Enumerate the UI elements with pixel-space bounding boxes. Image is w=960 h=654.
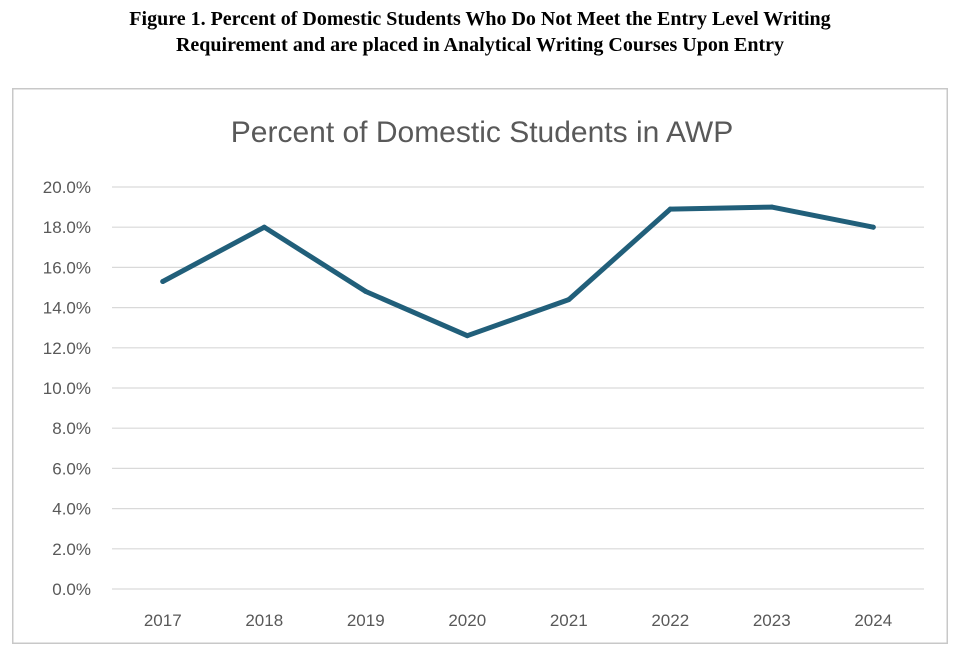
y-tick-label: 0.0% [52, 580, 91, 599]
chart-border [12, 88, 948, 644]
y-tick-label: 4.0% [52, 500, 91, 519]
chart-frame [12, 88, 948, 644]
x-tick-label: 2023 [753, 611, 791, 630]
figure-caption-line-2: Requirement and are placed in Analytical… [175, 34, 784, 56]
chart-title: Percent of Domestic Students in AWP [231, 116, 733, 149]
data-point [769, 204, 775, 210]
x-tick-label: 2022 [651, 611, 689, 630]
y-tick-label: 10.0% [43, 379, 91, 398]
x-tick-label: 2020 [448, 611, 486, 630]
series-line [160, 204, 876, 339]
gridlines [112, 186, 924, 590]
data-point [160, 278, 166, 284]
y-tick-label: 8.0% [52, 419, 91, 438]
y-tick-label: 14.0% [43, 299, 91, 318]
x-axis-tick-labels: 2017 2018 2019 2020 2021 2022 2023 2024 [144, 611, 892, 630]
data-point [363, 289, 369, 295]
data-point [464, 333, 470, 339]
x-tick-label: 2017 [144, 611, 182, 630]
x-tick-label: 2024 [854, 611, 892, 630]
y-tick-label: 2.0% [52, 540, 91, 559]
figure-caption: Figure 1. Percent of Domestic Students W… [0, 6, 960, 58]
data-point [566, 297, 572, 303]
x-tick-label: 2021 [550, 611, 588, 630]
y-tick-label: 12.0% [43, 339, 91, 358]
data-point [870, 224, 876, 230]
y-axis-tick-labels: 0.0% 2.0% 4.0% 6.0% 8.0% 10.0% 12.0% 14.0% 16.0%… [43, 178, 91, 599]
y-tick-label: 18.0% [43, 218, 91, 237]
y-tick-label: 20.0% [43, 178, 91, 197]
x-tick-label: 2018 [245, 611, 283, 630]
series-layer [160, 204, 876, 339]
y-tick-label: 6.0% [52, 459, 91, 478]
data-point [667, 206, 673, 212]
data-point [261, 224, 267, 230]
y-tick-label: 16.0% [43, 258, 91, 277]
figure-caption-line-1: Figure 1. Percent of Domestic Students W… [129, 8, 831, 30]
x-tick-label: 2019 [347, 611, 385, 630]
